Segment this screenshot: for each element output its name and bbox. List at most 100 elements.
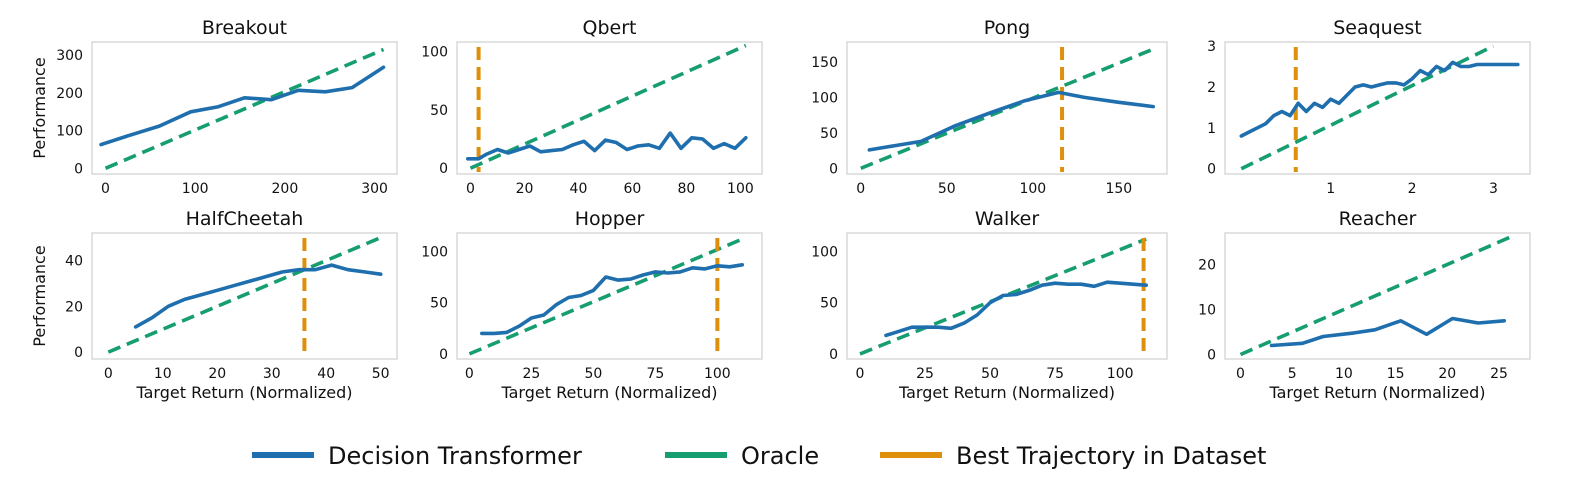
x-tick-label: 60 xyxy=(624,181,642,197)
plot-frame xyxy=(456,232,763,360)
x-tick-label: 80 xyxy=(678,181,696,197)
x-tick-label: 20 xyxy=(516,181,534,197)
decision-transformer-line xyxy=(99,65,386,147)
y-tick-label: 100 xyxy=(811,244,838,260)
y-tick-label: 100 xyxy=(421,244,448,260)
x-tick-label: 50 xyxy=(938,181,956,197)
y-axis-label: Performance xyxy=(30,245,49,346)
x-tick-label: 2 xyxy=(1408,181,1417,197)
decision-transformer-line xyxy=(133,263,383,329)
x-tick-label: 75 xyxy=(646,366,664,382)
x-tick-label: 0 xyxy=(1236,366,1245,382)
y-axis-label: Performance xyxy=(30,57,49,158)
y-tick-label: 150 xyxy=(811,55,838,71)
y-tick-label: 0 xyxy=(74,345,83,361)
chart-title: Pong xyxy=(984,17,1031,39)
x-tick-label: 0 xyxy=(856,366,865,382)
x-tick-label: 300 xyxy=(361,181,388,197)
legend-item: Decision Transformer xyxy=(252,442,582,470)
x-tick-label: 15 xyxy=(1387,366,1405,382)
x-tick-label: 1 xyxy=(1326,181,1335,197)
x-tick-label: 20 xyxy=(208,366,226,382)
oracle-line xyxy=(1239,235,1511,357)
x-tick-label: 3 xyxy=(1489,181,1498,197)
chart-qbert: Qbert 0 20 40 60 80 100 0 50 100 xyxy=(421,17,763,197)
chart-breakout: Breakout 0 100 200 300 0 100 200 300 Performance xyxy=(30,17,398,197)
oracle-line xyxy=(107,235,382,354)
y-tick-label: 0 xyxy=(829,347,838,363)
y-tick-label: 20 xyxy=(1198,258,1216,274)
oracle-line xyxy=(468,237,743,356)
x-tick-label: 40 xyxy=(570,181,588,197)
x-tick-label: 25 xyxy=(1490,366,1508,382)
y-tick-label: 300 xyxy=(56,48,83,64)
y-tick-label: 2 xyxy=(1207,80,1216,96)
decision-transformer-line xyxy=(1239,60,1520,138)
legend-item: Oracle xyxy=(665,442,819,470)
y-tick-label: 0 xyxy=(829,161,838,177)
chart-title: Walker xyxy=(975,208,1040,230)
y-tick-label: 20 xyxy=(65,299,83,315)
oracle-line xyxy=(859,237,1147,356)
legend-label: Oracle xyxy=(741,442,819,470)
x-tick-label: 75 xyxy=(1046,366,1064,382)
x-tick-label: 30 xyxy=(263,366,281,382)
x-tick-label: 0 xyxy=(104,366,113,382)
x-tick-label: 0 xyxy=(465,366,474,382)
legend-item: Best Trajectory in Dataset xyxy=(880,442,1266,470)
x-tick-label: 40 xyxy=(317,366,335,382)
decision-transformer-line xyxy=(867,90,1155,152)
y-tick-label: 3 xyxy=(1207,39,1216,55)
y-tick-label: 200 xyxy=(56,86,83,102)
plot-frame xyxy=(91,232,398,360)
decision-transformer-line xyxy=(465,131,748,161)
oracle-line xyxy=(104,47,385,170)
plot-frame xyxy=(846,232,1168,360)
x-tick-label: 0 xyxy=(466,181,475,197)
y-tick-label: 40 xyxy=(65,253,83,269)
chart-title: Breakout xyxy=(202,17,287,39)
x-axis-label: Target Return (Normalized) xyxy=(898,383,1115,402)
plot-frame xyxy=(1224,41,1531,175)
x-axis-label: Target Return (Normalized) xyxy=(136,383,353,402)
y-tick-label: 100 xyxy=(421,44,448,60)
x-tick-label: 10 xyxy=(154,366,172,382)
oracle-line xyxy=(860,46,1158,170)
chart-title: Qbert xyxy=(583,17,637,39)
y-tick-label: 50 xyxy=(820,126,838,142)
chart-seaquest: Seaquest 1 2 3 0 1 2 3 xyxy=(1207,17,1531,197)
x-tick-label: 25 xyxy=(522,366,540,382)
x-tick-label: 150 xyxy=(1105,181,1132,197)
y-tick-label: 50 xyxy=(430,103,448,119)
decision-transformer-line xyxy=(1269,316,1506,348)
x-tick-label: 100 xyxy=(182,181,209,197)
y-tick-label: 100 xyxy=(811,90,838,106)
x-tick-label: 100 xyxy=(727,181,754,197)
decision-transformer-line xyxy=(884,280,1148,338)
chart-title: HalfCheetah xyxy=(186,208,304,230)
y-tick-label: 0 xyxy=(439,347,448,363)
x-tick-label: 20 xyxy=(1438,366,1456,382)
chart-halfcheetah: HalfCheetah 0 10 20 30 40 50 0 20 40 Performance Ta… xyxy=(30,208,398,402)
y-tick-label: 0 xyxy=(1207,162,1216,178)
y-tick-label: 0 xyxy=(74,161,83,177)
plot-frame xyxy=(456,41,763,175)
x-tick-label: 25 xyxy=(916,366,934,382)
plot-frame xyxy=(91,41,398,175)
legend-label: Best Trajectory in Dataset xyxy=(956,442,1266,470)
x-tick-label: 0 xyxy=(856,181,865,197)
oracle-line xyxy=(1240,44,1495,171)
x-tick-label: 100 xyxy=(1107,366,1134,382)
x-tick-label: 50 xyxy=(981,366,999,382)
chart-pong: Pong 0 50 100 150 0 50 100 150 xyxy=(811,17,1168,197)
chart-title: Seaquest xyxy=(1333,17,1422,39)
x-tick-label: 200 xyxy=(272,181,299,197)
plot-frame xyxy=(846,41,1168,175)
y-tick-label: 50 xyxy=(820,296,838,312)
x-tick-label: 100 xyxy=(704,366,731,382)
y-tick-label: 50 xyxy=(430,296,448,312)
